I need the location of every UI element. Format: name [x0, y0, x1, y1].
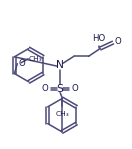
Text: N: N [56, 60, 64, 70]
Text: S: S [57, 84, 64, 94]
Text: O: O [42, 84, 48, 93]
Text: O: O [115, 37, 122, 46]
Text: CH₃: CH₃ [29, 56, 43, 62]
Text: O: O [72, 84, 79, 93]
Text: O: O [19, 59, 26, 68]
Text: CH₃: CH₃ [55, 111, 69, 117]
Text: HO: HO [92, 34, 105, 43]
